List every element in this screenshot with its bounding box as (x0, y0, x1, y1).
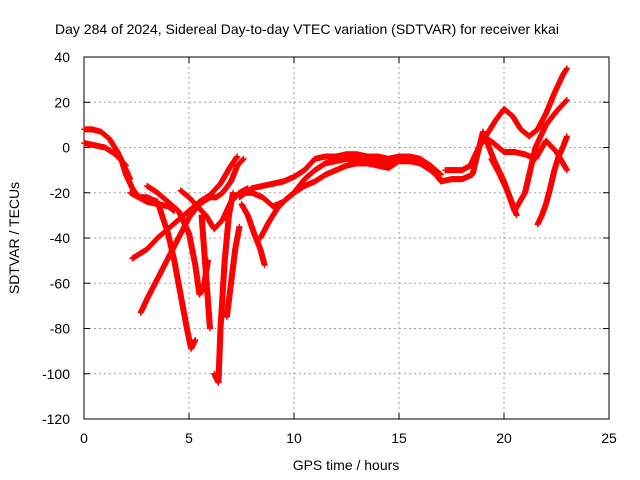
y-tick-label: 20 (54, 94, 70, 110)
series-9 (211, 189, 237, 386)
y-tick-label: -60 (50, 275, 70, 291)
data-point (207, 325, 213, 332)
series-11 (238, 201, 268, 269)
data-points (81, 65, 570, 386)
data-point (192, 336, 199, 343)
series-14 (240, 155, 444, 210)
data-point (240, 155, 247, 162)
x-tick-label: 5 (185, 430, 193, 446)
x-tick-label: 20 (496, 430, 512, 446)
series-8 (198, 212, 213, 332)
x-tick-label: 15 (391, 430, 407, 446)
series-10 (223, 223, 243, 321)
x-tick-label: 25 (601, 430, 617, 446)
tick-labels: 0 5 10 15 20 25 -120 -100 -80 -60 -40 -20 0 20 40 (42, 49, 617, 446)
y-tick-label: 0 (62, 140, 70, 156)
x-tick-label: 0 (80, 430, 88, 446)
data-point (564, 65, 570, 72)
chart-title: Day 284 of 2024, Sidereal Day-to-day VTE… (55, 21, 559, 37)
data-point (234, 153, 241, 160)
y-tick-label: -40 (50, 230, 70, 246)
y-tick-label: -20 (50, 185, 70, 201)
y-tick-label: -100 (42, 366, 70, 382)
axis-ticks (83, 56, 610, 420)
data-point (230, 189, 237, 196)
series-15 (442, 65, 570, 174)
y-axis-label: SDTVAR / TECUs (6, 182, 22, 294)
x-axis-label: GPS time / hours (293, 457, 400, 473)
series-6 (137, 155, 247, 316)
y-tick-label: -80 (50, 321, 70, 337)
data-point (261, 262, 268, 269)
grid (84, 57, 609, 419)
x-tick-label: 10 (286, 430, 302, 446)
y-tick-label: -120 (42, 411, 70, 427)
y-tick-label: 40 (54, 49, 70, 65)
data-point (236, 223, 243, 230)
